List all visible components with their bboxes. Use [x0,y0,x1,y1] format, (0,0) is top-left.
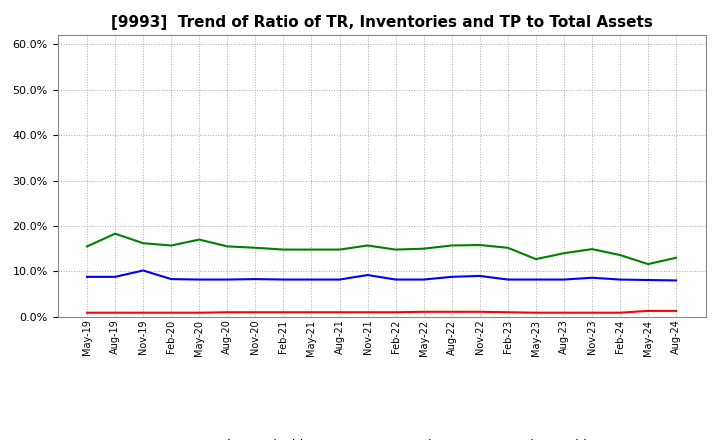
Trade Receivables [475,309,484,315]
Inventories [447,274,456,279]
Trade Payables [419,246,428,251]
Inventories [167,276,176,282]
Title: [9993]  Trend of Ratio of TR, Inventories and TP to Total Assets: [9993] Trend of Ratio of TR, Inventories… [111,15,652,30]
Inventories [672,278,680,283]
Line: Inventories: Inventories [87,271,676,280]
Trade Payables [83,244,91,249]
Trade Receivables [279,310,288,315]
Line: Trade Receivables: Trade Receivables [87,311,676,313]
Trade Payables [111,231,120,236]
Trade Receivables [336,310,344,315]
Trade Payables [588,246,596,252]
Inventories [364,272,372,278]
Trade Receivables [167,310,176,315]
Trade Receivables [503,310,512,315]
Inventories [616,277,624,282]
Trade Payables [475,242,484,248]
Trade Receivables [644,308,652,314]
Trade Payables [336,247,344,252]
Inventories [111,274,120,279]
Inventories [419,277,428,282]
Trade Receivables [559,310,568,315]
Trade Receivables [139,310,148,315]
Legend: Trade Receivables, Inventories, Trade Payables: Trade Receivables, Inventories, Trade Pa… [157,434,606,440]
Trade Payables [251,245,260,250]
Inventories [251,276,260,282]
Trade Payables [195,237,204,242]
Trade Payables [447,243,456,248]
Inventories [644,277,652,282]
Trade Payables [531,257,540,262]
Trade Receivables [223,310,232,315]
Inventories [307,277,316,282]
Trade Receivables [195,310,204,315]
Trade Receivables [83,310,91,315]
Inventories [223,277,232,282]
Trade Payables [307,247,316,252]
Trade Payables [391,247,400,252]
Trade Payables [672,255,680,260]
Inventories [559,277,568,282]
Trade Receivables [531,310,540,315]
Trade Receivables [391,310,400,315]
Inventories [83,274,91,279]
Trade Payables [644,261,652,267]
Inventories [195,277,204,282]
Trade Receivables [364,310,372,315]
Inventories [391,277,400,282]
Trade Receivables [307,310,316,315]
Trade Receivables [111,310,120,315]
Trade Payables [616,253,624,258]
Trade Payables [167,243,176,248]
Trade Receivables [251,310,260,315]
Inventories [475,273,484,279]
Inventories [336,277,344,282]
Trade Payables [503,245,512,250]
Line: Trade Payables: Trade Payables [87,234,676,264]
Trade Receivables [447,309,456,315]
Trade Payables [279,247,288,252]
Trade Payables [559,250,568,256]
Trade Receivables [616,310,624,315]
Inventories [503,277,512,282]
Inventories [279,277,288,282]
Trade Receivables [419,309,428,315]
Trade Payables [364,243,372,248]
Inventories [531,277,540,282]
Trade Payables [223,244,232,249]
Trade Payables [139,241,148,246]
Inventories [139,268,148,273]
Inventories [588,275,596,280]
Trade Receivables [672,308,680,314]
Trade Receivables [588,310,596,315]
